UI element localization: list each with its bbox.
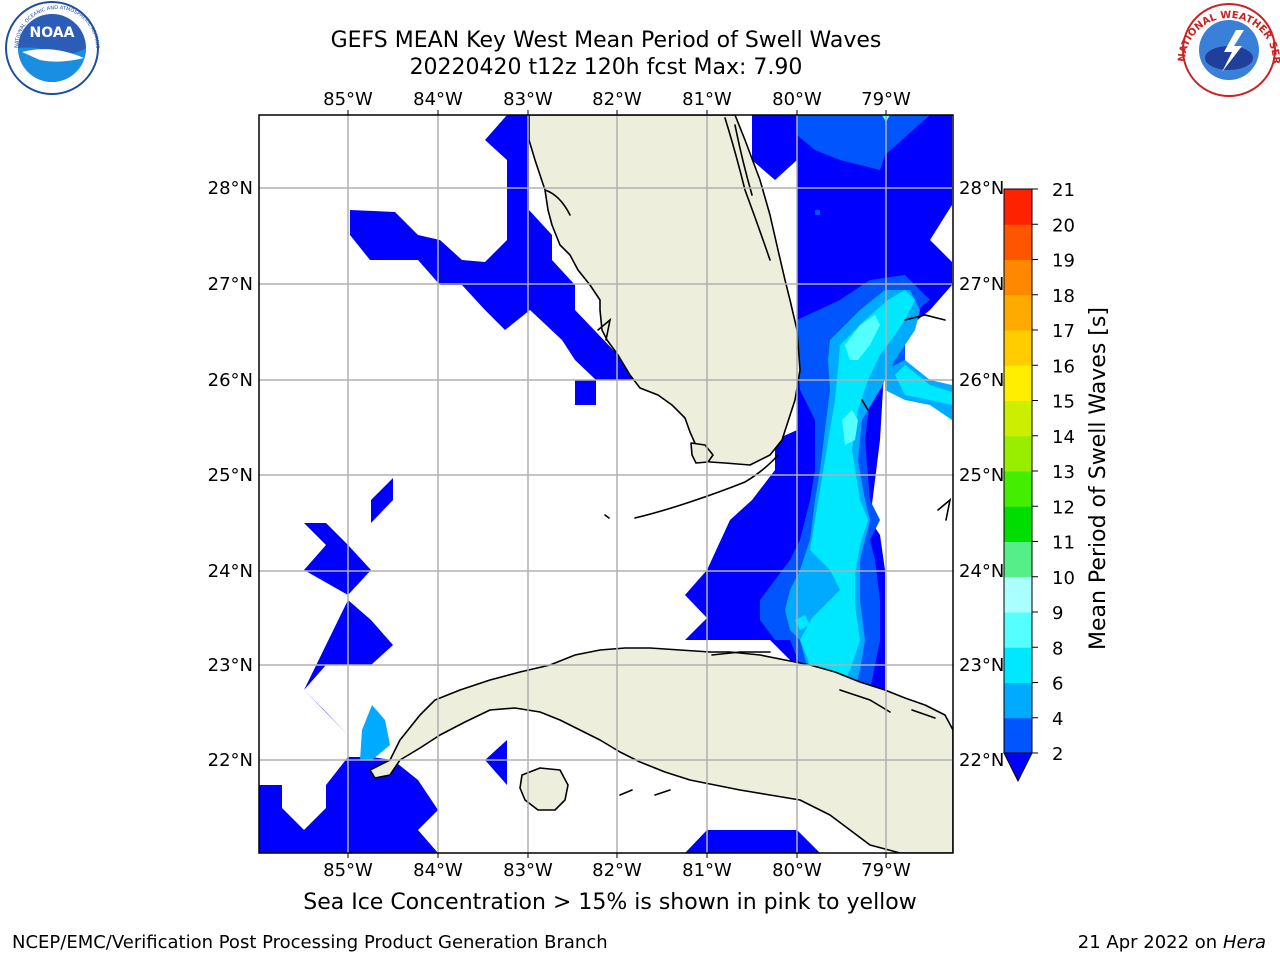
nws-ring-text: NATIONAL WEATHER SERVICE	[0, 0, 1280, 65]
lon-label-bottom: 81°W	[682, 860, 732, 881]
colorbar-tick-label: 8	[1052, 638, 1063, 659]
footer-credit: NCEP/EMC/Verification Post Processing Pr…	[12, 932, 608, 953]
lat-label-right: 25°N	[959, 465, 1004, 486]
lon-label-top: 83°W	[503, 89, 553, 110]
colorbar-segment	[1004, 471, 1032, 507]
lon-label-top: 81°W	[682, 89, 732, 110]
chart-subtitle: 20220420 t12z 120h fcst Max: 7.90	[409, 55, 803, 80]
footer-date-text: 21 Apr 2022 on	[1077, 932, 1223, 953]
lon-label-bottom: 83°W	[503, 860, 553, 881]
lat-label-right: 27°N	[959, 274, 1004, 295]
colorbar: 2 4 6 8 9 10 11 12 13 14 15 16 17 18 19 20 21	[1003, 180, 1075, 783]
chart-title: GEFS MEAN Key West Mean Period of Swell …	[330, 28, 882, 53]
footer-date: 21 Apr 2022 on Hera	[1078, 932, 1266, 953]
lon-label-top: 84°W	[413, 89, 463, 110]
lat-label-right: 23°N	[959, 655, 1004, 676]
colorbar-segment	[1004, 224, 1032, 260]
colorbar-segment	[1004, 400, 1032, 437]
colorbar-tick-label: 18	[1052, 286, 1075, 307]
colorbar-segment	[1004, 682, 1032, 719]
colorbar-tick-label: 15	[1052, 392, 1075, 413]
svg-text:NATIONAL WEATHER SERVICE: NATIONAL WEATHER SERVICE	[0, 0, 1280, 65]
colorbar-tick-label: 16	[1052, 356, 1075, 377]
colorbar-segment	[1004, 541, 1032, 578]
lat-label-left: 28°N	[208, 178, 253, 199]
colorbar-segment	[1004, 647, 1032, 683]
footer-host: Hera	[1222, 932, 1266, 953]
colorbar-tick-label: 10	[1052, 568, 1075, 589]
lat-label-right: 24°N	[959, 561, 1004, 582]
colorbar-segment	[1004, 330, 1032, 366]
colorbar-tick-label: 14	[1052, 427, 1075, 448]
sea-ice-caption: Sea Ice Concentration > 15% is shown in …	[303, 890, 917, 915]
lat-label-left: 23°N	[208, 655, 253, 676]
colorbar-segment	[1004, 294, 1032, 331]
colorbar-segment	[1004, 259, 1032, 296]
lat-label-right: 28°N	[959, 178, 1004, 199]
lat-label-left: 22°N	[208, 750, 253, 771]
lon-label-bottom: 85°W	[323, 860, 373, 881]
lat-label-left: 27°N	[208, 274, 253, 295]
lon-label-top: 80°W	[772, 89, 822, 110]
lon-label-bottom: 82°W	[592, 860, 642, 881]
colorbar-segment	[1004, 365, 1032, 401]
nws-logo: NATIONAL WEATHER SERVICE	[0, 0, 1280, 97]
colorbar-segment	[1004, 506, 1032, 542]
lat-label-right: 22°N	[959, 750, 1004, 771]
colorbar-tick-label: 6	[1052, 674, 1063, 695]
colorbar-tick-label: 21	[1052, 180, 1075, 201]
lat-label-left: 24°N	[208, 561, 253, 582]
colorbar-tick-label: 9	[1052, 603, 1063, 624]
lon-label-bottom: 80°W	[772, 860, 822, 881]
lon-label-top: 79°W	[861, 89, 911, 110]
map-panel	[259, 115, 953, 853]
land-masses	[369, 115, 953, 853]
colorbar-segment	[1004, 576, 1032, 613]
colorbar-tick-label: 19	[1052, 251, 1075, 272]
noaa-logo: NOAA NATIONAL OCEANIC AND ATMOSPHERIC AD…	[0, 0, 100, 95]
lon-label-top: 82°W	[592, 89, 642, 110]
lon-label-bottom: 84°W	[413, 860, 463, 881]
colorbar-tick-label: 17	[1052, 321, 1075, 342]
colorbar-label: Mean Period of Swell Waves [s]	[1086, 307, 1111, 650]
colorbar-segment	[1004, 612, 1032, 648]
colorbar-segment	[1004, 189, 1032, 225]
colorbar-tick-label: 2	[1052, 744, 1063, 765]
lat-label-left: 26°N	[208, 370, 253, 391]
colorbar-segment	[1004, 717, 1032, 754]
lon-label-top: 85°W	[323, 89, 373, 110]
colorbar-segment	[1004, 435, 1032, 472]
lat-label-left: 25°N	[208, 465, 253, 486]
lat-label-right: 26°N	[959, 370, 1004, 391]
noaa-logo-text: NOAA	[30, 25, 75, 41]
colorbar-under-arrow	[1003, 752, 1033, 783]
colorbar-tick-label: 20	[1052, 215, 1075, 236]
colorbar-tick-label: 13	[1052, 462, 1075, 483]
graticule	[259, 115, 953, 853]
colorbar-tick-label: 11	[1052, 533, 1075, 554]
colorbar-tick-label: 4	[1052, 709, 1063, 730]
lon-label-bottom: 79°W	[861, 860, 911, 881]
colorbar-tick-label: 12	[1052, 497, 1075, 518]
